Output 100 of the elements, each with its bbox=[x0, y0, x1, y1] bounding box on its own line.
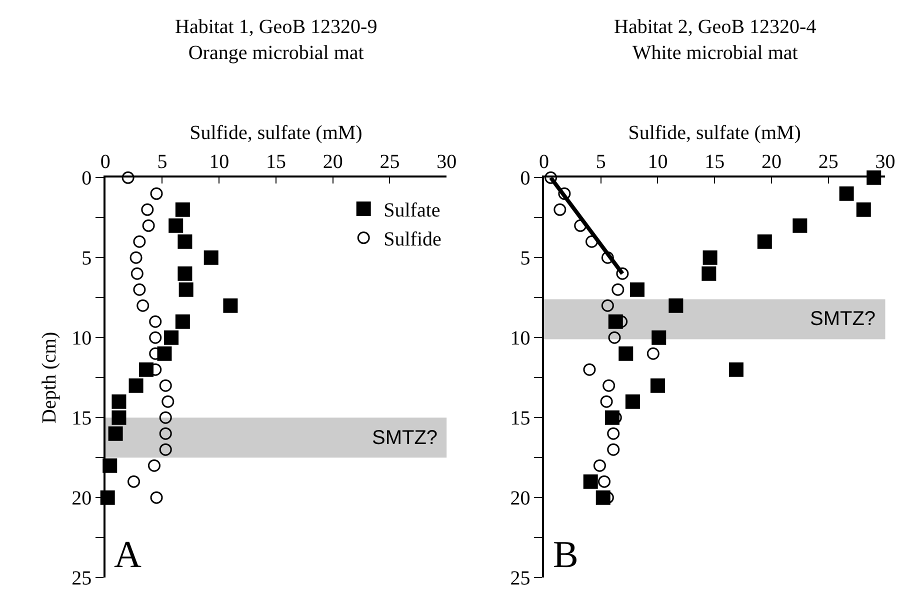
point bbox=[558, 187, 571, 200]
y-axis-title: Depth (cm) bbox=[38, 332, 61, 424]
point bbox=[128, 475, 140, 488]
annotation: B bbox=[553, 534, 578, 576]
point bbox=[554, 203, 566, 216]
point bbox=[133, 235, 146, 248]
point bbox=[204, 250, 218, 265]
legend-label: Sulfide bbox=[384, 228, 442, 251]
point bbox=[602, 379, 616, 392]
x-axis-title: Sulfide, sulfate (mM) bbox=[628, 122, 801, 144]
point bbox=[608, 331, 621, 344]
point bbox=[128, 378, 144, 393]
point bbox=[728, 362, 744, 377]
y-tick-label: 0 bbox=[82, 168, 92, 190]
point bbox=[148, 459, 160, 472]
y-tick-label: 15 bbox=[72, 408, 92, 430]
x-tick-label: 15 bbox=[266, 150, 286, 173]
point bbox=[178, 234, 192, 249]
point bbox=[142, 219, 155, 232]
point bbox=[792, 218, 808, 233]
point bbox=[130, 267, 144, 280]
chart-title: Habitat 1, GeoB 12320-9 Orange microbial mat bbox=[175, 16, 378, 64]
point bbox=[600, 395, 613, 408]
point bbox=[175, 202, 190, 217]
point bbox=[757, 234, 772, 249]
point bbox=[159, 411, 172, 424]
y-tick-label: 10 bbox=[510, 328, 530, 350]
point bbox=[159, 443, 172, 456]
point bbox=[652, 330, 666, 345]
band-label: SMTZ? bbox=[372, 427, 438, 449]
point bbox=[630, 282, 644, 297]
x-tick-label: 30 bbox=[875, 150, 896, 173]
point bbox=[601, 299, 614, 312]
point bbox=[112, 394, 126, 409]
point bbox=[607, 427, 620, 440]
y-tick-label: 25 bbox=[72, 568, 92, 590]
chart-title: Habitat 2, GeoB 12320-4 White microbial mat bbox=[614, 16, 816, 64]
point bbox=[586, 235, 598, 248]
y-tick-label: 25 bbox=[510, 568, 530, 590]
point bbox=[159, 379, 172, 392]
point bbox=[668, 298, 684, 313]
point bbox=[616, 267, 629, 280]
point bbox=[223, 298, 238, 313]
point bbox=[839, 186, 854, 201]
point bbox=[162, 395, 174, 408]
point bbox=[112, 410, 126, 425]
x-tick-label: 20 bbox=[322, 150, 343, 173]
point bbox=[583, 474, 598, 489]
point bbox=[574, 219, 587, 232]
y-tick-label: 10 bbox=[72, 328, 92, 350]
point bbox=[618, 346, 634, 361]
point bbox=[150, 187, 163, 200]
point bbox=[625, 394, 640, 409]
point bbox=[164, 330, 179, 345]
point bbox=[650, 378, 665, 393]
x-tick-label: 25 bbox=[818, 150, 838, 173]
x-tick-label: 5 bbox=[596, 150, 606, 173]
point bbox=[133, 283, 146, 296]
point bbox=[136, 299, 150, 312]
point bbox=[122, 171, 134, 184]
point bbox=[108, 426, 123, 441]
point bbox=[159, 427, 172, 440]
point bbox=[607, 443, 620, 456]
point bbox=[130, 251, 142, 264]
x-tick-label: 0 bbox=[100, 150, 110, 173]
x-tick-label: 15 bbox=[704, 150, 725, 173]
y-tick-label: 5 bbox=[520, 248, 530, 270]
legend-label: Sulfate bbox=[384, 200, 440, 222]
y-tick-label: 15 bbox=[510, 408, 530, 430]
point bbox=[149, 315, 162, 328]
point bbox=[175, 314, 190, 329]
point bbox=[141, 203, 154, 216]
point bbox=[646, 347, 660, 360]
point bbox=[598, 475, 611, 488]
x-tick-label: 0 bbox=[538, 150, 549, 173]
x-tick-label: 25 bbox=[380, 150, 400, 173]
x-axis-title: Sulfide, sulfate (mM) bbox=[190, 122, 362, 144]
band-label: SMTZ? bbox=[810, 308, 876, 330]
annotation: A bbox=[114, 534, 142, 576]
point bbox=[149, 331, 162, 344]
point bbox=[856, 202, 871, 217]
point bbox=[544, 171, 558, 184]
x-tick-label: 20 bbox=[761, 150, 782, 173]
point bbox=[601, 251, 614, 264]
x-tick-label: 10 bbox=[209, 150, 230, 173]
y-tick-label: 20 bbox=[510, 488, 530, 510]
point bbox=[612, 283, 624, 296]
y-tick-label: 20 bbox=[72, 488, 92, 510]
point bbox=[593, 459, 606, 472]
y-tick-label: 5 bbox=[82, 248, 92, 270]
point bbox=[150, 491, 163, 504]
point bbox=[702, 266, 716, 281]
x-tick-label: 5 bbox=[157, 150, 168, 173]
x-tick-label: 30 bbox=[436, 150, 457, 173]
point bbox=[178, 266, 192, 281]
point bbox=[168, 218, 184, 233]
x-tick-label: 10 bbox=[648, 150, 668, 173]
point bbox=[178, 282, 194, 297]
point bbox=[702, 250, 718, 265]
y-tick-label: 0 bbox=[520, 168, 530, 190]
